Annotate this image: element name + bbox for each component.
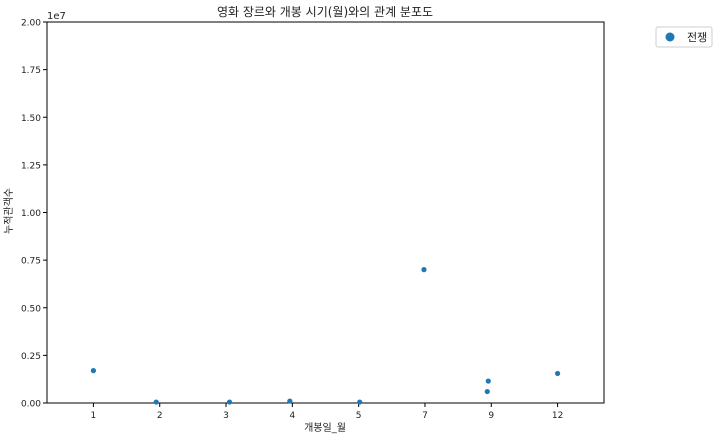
data-point	[421, 267, 427, 273]
data-point	[554, 370, 561, 377]
y-tick-label: 0.50	[21, 304, 41, 314]
x-tick-label: 12	[552, 411, 563, 421]
y-axis-label: 누적관객수	[3, 188, 15, 234]
data-point	[484, 388, 490, 395]
plot-area	[46, 21, 605, 404]
data-point	[357, 399, 363, 405]
data-points	[90, 267, 561, 405]
data-point	[287, 398, 293, 404]
y-tick-label: 2.00	[21, 19, 41, 29]
legend-marker	[665, 32, 675, 42]
x-tick-label: 9	[488, 411, 494, 421]
y-tick-label: 1.75	[21, 66, 41, 76]
legend-frame	[655, 26, 713, 48]
y-tick-label: 0.75	[21, 257, 41, 267]
legend: 전쟁	[655, 26, 713, 48]
x-tick-label: 5	[356, 411, 362, 421]
legend-label-war: 전쟁	[687, 31, 707, 44]
y-axis-scale-label: 1e7	[47, 11, 66, 22]
y-tick-label: 0.00	[21, 400, 41, 410]
y-tick-label: 0.25	[21, 352, 41, 362]
data-point	[485, 378, 491, 384]
x-tick-label: 1	[91, 411, 97, 421]
chart-title: 영화 장르와 개봉 시기(월)와의 관계 분포도	[217, 5, 433, 19]
x-tick-label: 7	[422, 411, 428, 421]
y-tick-label: 1.25	[21, 161, 41, 171]
data-point	[226, 399, 233, 405]
x-tick-label: 3	[223, 411, 229, 421]
data-point	[90, 368, 97, 374]
data-point	[153, 399, 159, 405]
y-axis: 0.00 0.25 0.50 0.75 1.00 1.25 1.50 1.75 2.00	[21, 19, 47, 410]
x-tick-label: 2	[157, 411, 163, 421]
y-tick-label: 1.50	[21, 114, 41, 124]
x-axis: 1 2 3 4 5 7 9 12	[91, 403, 563, 421]
x-tick-label: 4	[289, 411, 295, 421]
y-tick-label: 1.00	[21, 209, 41, 219]
x-axis-label: 개봉일_월	[304, 422, 346, 434]
axes-frame	[46, 21, 605, 404]
